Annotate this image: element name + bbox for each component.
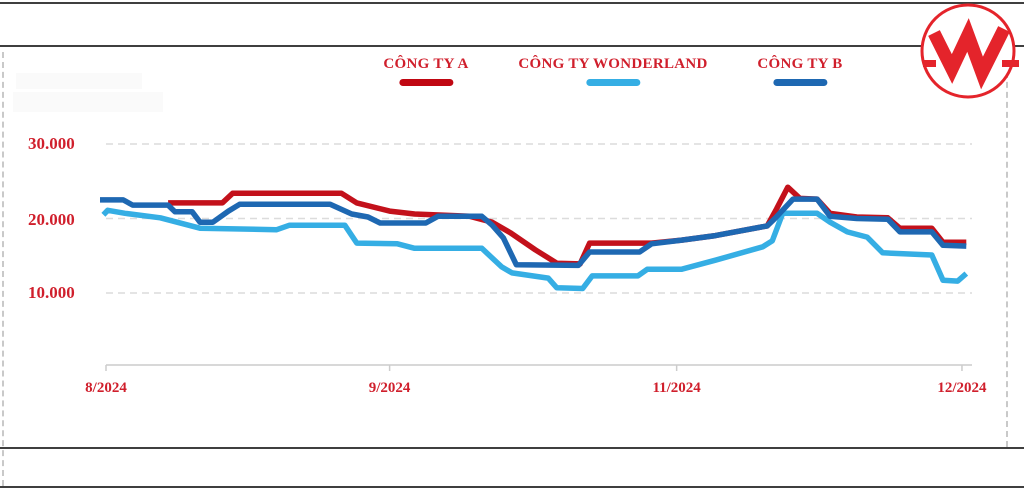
series-line-công-ty-b xyxy=(100,196,967,269)
legend-item-cong-ty-b[interactable]: CÔNG TY B xyxy=(757,56,842,86)
x-axis-label-12-2024: 12/2024 xyxy=(937,380,987,396)
top-rule-inner xyxy=(0,45,1024,47)
y-axis-label-30000: 30.000 xyxy=(28,134,75,153)
bottom-rule-outer xyxy=(0,486,1024,488)
legend-label: CÔNG TY B xyxy=(757,56,843,72)
x-axis-label-11-2024: 11/2024 xyxy=(652,380,701,396)
faded-title-block xyxy=(16,73,142,89)
y-axis-label-20000: 20.000 xyxy=(28,210,75,229)
left-dashed-border xyxy=(2,52,4,486)
legend-label: CÔNG TY WONDERLAND xyxy=(518,56,708,72)
logo-right-dash-icon xyxy=(1002,60,1019,67)
bottom-rule-inner xyxy=(0,447,1024,449)
faded-title-block xyxy=(13,92,163,112)
legend-item-cong-ty-wonderland[interactable]: CÔNG TY WONDERLAND xyxy=(518,56,707,86)
logo-w-icon xyxy=(928,18,1010,90)
legend-label: CÔNG TY A xyxy=(383,56,469,72)
logo-left-dash-icon xyxy=(923,60,936,67)
x-axis-label-8-2024: 8/2024 xyxy=(85,380,127,396)
legend-swatch-red xyxy=(399,79,453,86)
legend-swatch-blue xyxy=(773,79,827,86)
top-rule-outer xyxy=(0,2,1024,4)
y-axis-label-10000: 10.000 xyxy=(28,283,75,302)
legend-item-cong-ty-a[interactable]: CÔNG TY A xyxy=(383,56,468,86)
right-dashed-border xyxy=(1006,52,1008,447)
series-line-công-ty-wonderland xyxy=(101,207,969,292)
x-axis-label-9-2024: 9/2024 xyxy=(368,380,411,396)
company-logo xyxy=(920,3,1019,99)
legend-swatch-cyan xyxy=(586,79,640,86)
